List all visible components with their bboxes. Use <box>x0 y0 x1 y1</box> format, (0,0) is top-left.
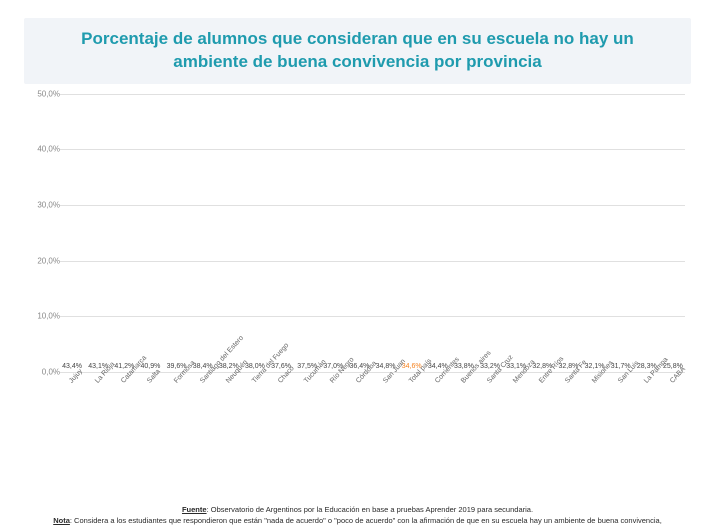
y-tick-label: 50,0% <box>37 89 60 98</box>
bars-container: 43,4%43,1%41,2%40,9%39,6%38,4%38,2%38,0%… <box>60 94 685 372</box>
y-tick-label: 30,0% <box>37 201 60 210</box>
note-label: Nota <box>53 516 70 525</box>
y-tick-label: 20,0% <box>37 256 60 265</box>
source-line: Fuente: Observatorio de Argentinos por l… <box>24 505 691 516</box>
note-line: Nota: Considera a los estudiantes que re… <box>24 516 691 527</box>
x-axis-labels: JujuyLa RiojaCatamarcaSaltaFormosaSantia… <box>60 372 685 432</box>
y-tick-label: 40,0% <box>37 145 60 154</box>
y-tick-label: 10,0% <box>37 312 60 321</box>
title-band: Porcentaje de alumnos que consideran que… <box>24 18 691 84</box>
page: Porcentaje de alumnos que consideran que… <box>0 0 715 532</box>
chart-footer: Fuente: Observatorio de Argentinos por l… <box>24 505 691 526</box>
note-text: : Considera a los estudiantes que respon… <box>70 516 662 525</box>
y-tick-label: 0,0% <box>42 367 60 376</box>
y-axis: 0,0%10,0%20,0%30,0%40,0%50,0% <box>24 94 64 372</box>
source-text: : Observatorio de Argentinos por la Educ… <box>207 505 533 514</box>
chart-title: Porcentaje de alumnos que consideran que… <box>64 28 651 74</box>
source-label: Fuente <box>182 505 207 514</box>
bar-chart: 0,0%10,0%20,0%30,0%40,0%50,0% 43,4%43,1%… <box>60 94 685 432</box>
